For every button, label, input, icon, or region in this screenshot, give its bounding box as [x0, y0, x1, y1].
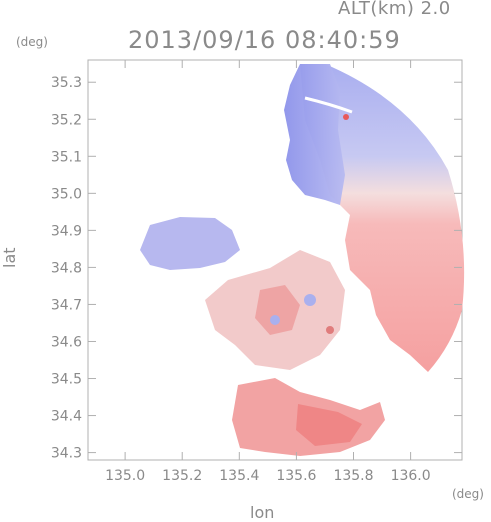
x-tick-label: 135.6: [276, 468, 316, 484]
x-axis-label: lon: [250, 503, 275, 522]
altitude-label: ALT(km) 2.0: [338, 0, 451, 19]
x-tick-label: 135.2: [162, 468, 202, 484]
x-tick-label: 135.8: [333, 468, 373, 484]
y-tick-label: 35.0: [51, 186, 82, 202]
y-tick-label: 34.6: [51, 334, 82, 350]
x-axis-unit: (deg): [452, 487, 484, 501]
y-tick-label: 34.9: [51, 223, 82, 239]
y-tick-label: 34.8: [51, 260, 82, 276]
x-ticks: 135.0 135.2 135.4 135.6 135.8 136.0: [105, 60, 431, 484]
echo-west-blue: [140, 217, 240, 270]
y-ticks: 35.3 35.2 35.1 35.0 34.9 34.8 34.7 34.6 34.5 34.4…: [51, 75, 462, 462]
radar-echo-layer: [140, 64, 465, 456]
y-tick-label: 34.4: [51, 409, 82, 425]
y-tick-label: 35.1: [51, 149, 82, 165]
y-tick-label: 34.3: [51, 446, 82, 462]
timestamp-title: 2013/09/16 08:40:59: [128, 26, 401, 54]
x-tick-label: 135.4: [219, 468, 259, 484]
y-tick-label: 35.2: [51, 112, 82, 128]
y-tick-label: 34.7: [51, 297, 82, 313]
y-axis-unit: (deg): [16, 35, 48, 49]
echo-arc: [300, 64, 465, 372]
y-tick-label: 35.3: [51, 75, 82, 91]
echo-north-blue: [284, 64, 345, 205]
x-tick-label: 136.0: [391, 468, 431, 484]
x-tick-label: 135.0: [105, 468, 145, 484]
y-tick-label: 34.5: [51, 372, 82, 388]
